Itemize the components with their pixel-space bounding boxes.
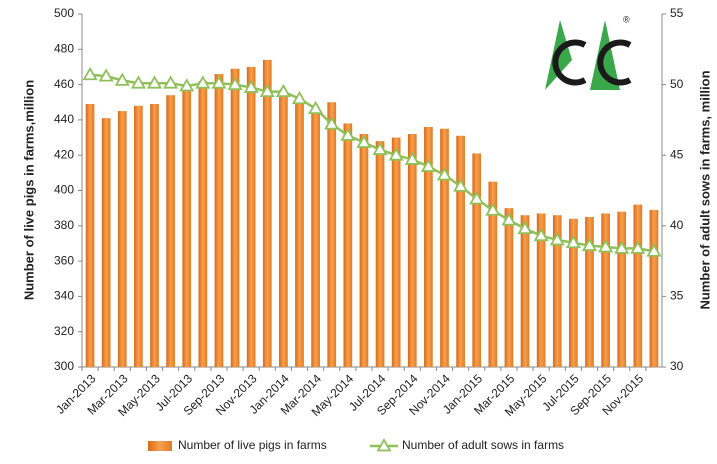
marker [581,237,598,251]
marker [308,100,324,115]
y2-tick-label: 45 [670,147,684,161]
marker [614,240,630,254]
bar [472,153,482,367]
bar [649,209,659,367]
bar [617,211,627,367]
bar [504,208,514,367]
bar [456,135,465,367]
marker [565,234,581,249]
bar [101,118,111,367]
marker [114,72,130,86]
bar [262,59,272,367]
marker [372,141,388,155]
bar [134,105,143,367]
marker [501,212,517,226]
marker [356,134,372,148]
marker [598,239,614,253]
bar [633,204,643,367]
bar [520,215,530,367]
marker [259,83,275,98]
bar [198,81,208,367]
y2-tick-label: 35 [670,289,684,303]
bar [536,213,546,367]
marker [291,90,308,105]
marker [163,75,179,89]
logo: ® [545,14,632,90]
bar [552,215,562,367]
marker [227,76,243,90]
marker [195,75,211,89]
marker [485,202,501,216]
bar [585,216,594,367]
marker [404,151,420,165]
y-tick-label: 360 [54,253,74,267]
marker [630,240,646,254]
legend-label: Number of live pigs in farms [178,438,327,452]
y2-tick-label: 55 [670,6,684,20]
bar [488,181,498,367]
marker [146,75,163,89]
y2-tick-label: 40 [670,218,684,232]
marker [275,83,291,98]
y-tick-label: 380 [54,218,74,232]
marker [388,147,404,161]
bar [246,66,256,367]
y-tick-label: 400 [54,183,74,197]
marker [340,127,356,141]
bar [150,104,159,367]
y-tick-label: 440 [54,112,74,126]
marker [179,78,195,92]
y-tick-label: 480 [54,41,74,55]
bar [569,218,578,367]
bar [375,141,385,367]
marker [211,75,227,89]
bar [182,88,192,367]
legend-label: Number of adult sows in farms [402,438,564,452]
legend-swatch [376,438,392,452]
bar [343,123,353,368]
marker [469,191,485,205]
y-tick-label: 500 [54,6,74,20]
y-tick-label: 340 [54,289,74,303]
bar [440,128,449,367]
marker [82,66,98,81]
y-tick-label: 460 [54,77,74,91]
bar [601,213,610,367]
marker [517,220,533,235]
marker [243,79,259,93]
marker [436,167,453,181]
marker [453,178,469,192]
y-tick-label: 420 [54,147,74,161]
logo-mark: ® [623,14,630,24]
marker [420,158,436,172]
marker [549,232,565,246]
bar [166,95,175,367]
bar [230,68,240,367]
bar [311,109,320,367]
y2-tick-label: 50 [670,77,684,91]
bar [117,111,127,367]
bar [359,134,369,367]
marker [324,116,340,130]
bar [85,104,95,367]
marker [98,68,114,82]
bar [214,74,224,367]
y2-axis-title: Number of adult sows in farms, million [697,70,712,309]
bar [391,137,401,367]
marker [533,227,549,242]
y-axis-title: Number of live pigs in farms,million [21,80,36,300]
y-tick-label: 300 [54,359,74,373]
y2-tick-label: 30 [670,359,684,373]
bar [295,98,304,367]
legend-swatch [148,441,172,451]
marker [646,243,662,257]
marker [130,75,146,89]
bar [407,134,417,367]
bar [424,126,433,368]
bar [327,102,337,367]
y-tick-label: 320 [54,324,74,338]
bar [279,93,288,368]
